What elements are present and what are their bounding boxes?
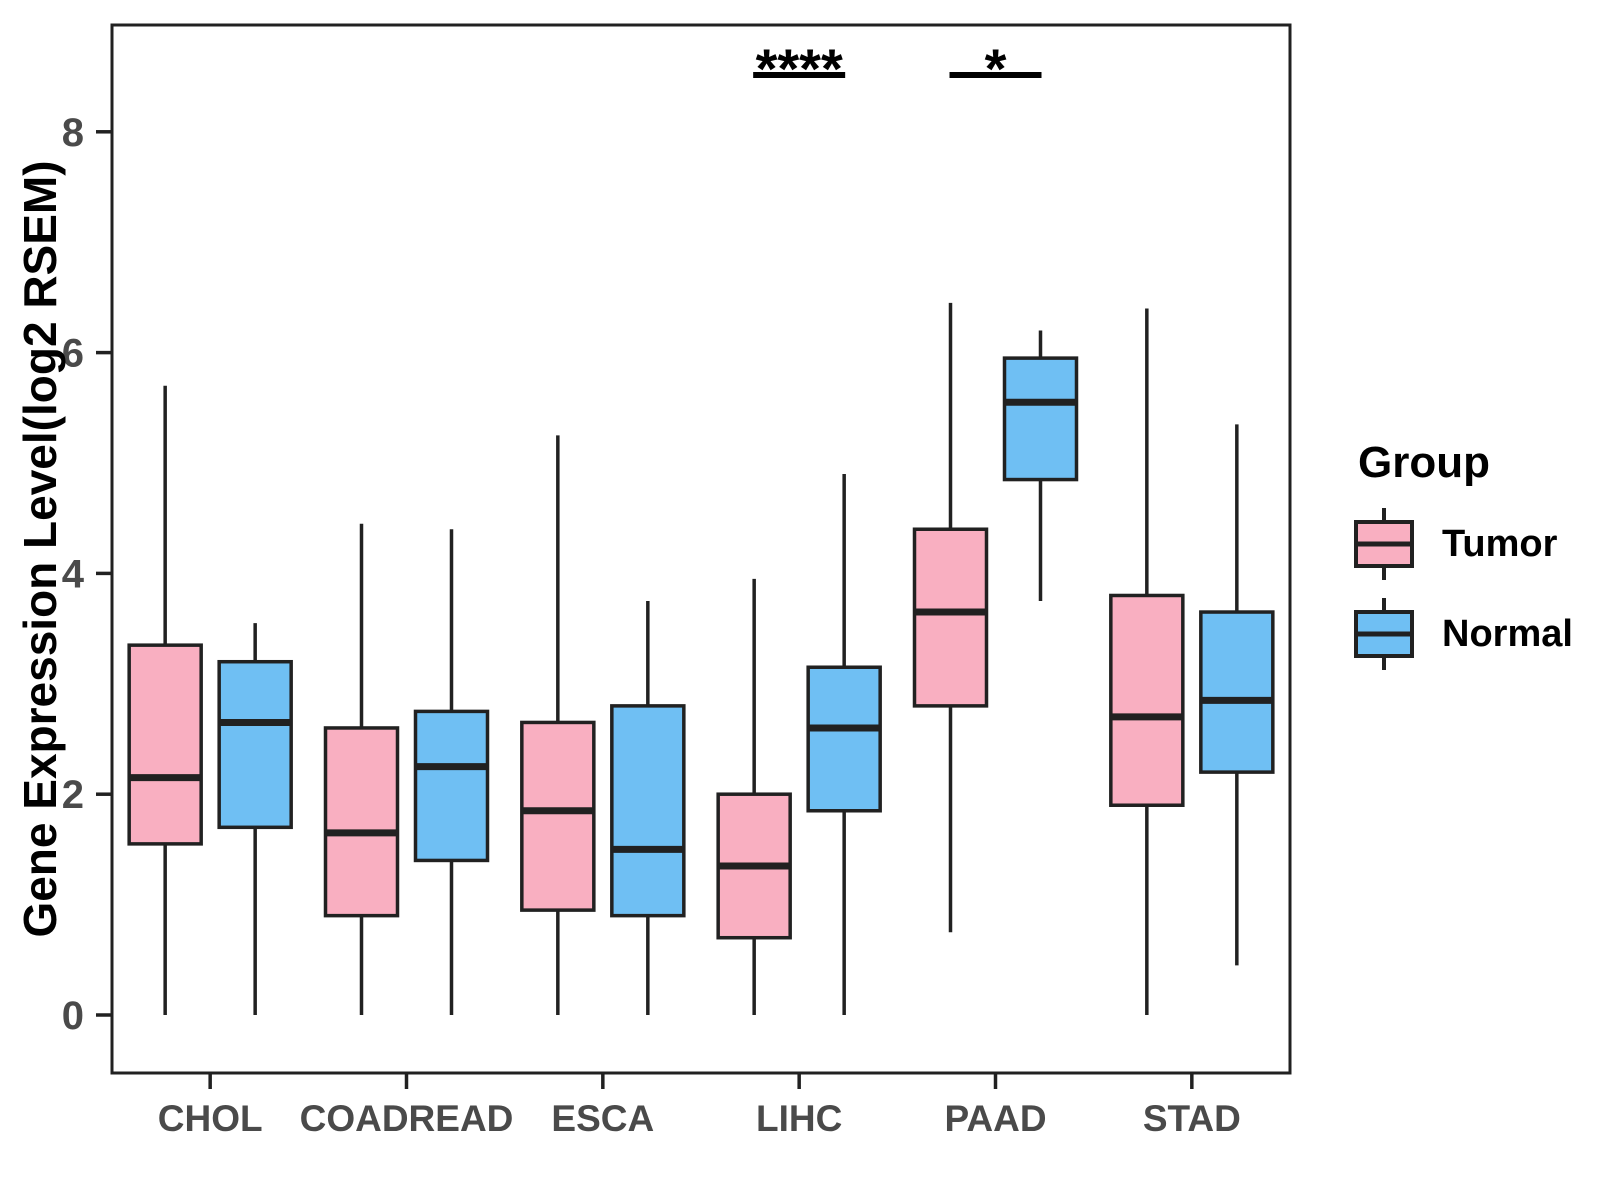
box-tumor-chol [127, 643, 203, 846]
sig-label-lihc: **** [756, 37, 843, 100]
panel-border [110, 23, 1292, 1075]
x-tick-label-esca: ESCA [551, 1098, 654, 1139]
box-normal-coadread [413, 709, 490, 863]
box-normal-chol [217, 659, 293, 830]
box-tumor-coadread [323, 726, 400, 918]
y-tick-label: 8 [62, 111, 84, 155]
box-normal-esca [610, 704, 686, 918]
legend-entry-tumor: Tumor [1352, 506, 1573, 582]
x-tick-label-paad: PAAD [944, 1098, 1046, 1139]
legend-key-tumor-icon [1352, 506, 1416, 582]
y-tick-label: 4 [62, 552, 85, 596]
y-axis-title: Gene Expression Level(log2 RSEM) [14, 160, 66, 938]
box-normal-lihc [806, 665, 882, 813]
legend-title: Group [1358, 438, 1490, 487]
legend: Group Tumor Normal [1352, 438, 1573, 686]
y-tick-label: 6 [62, 332, 84, 376]
legend-label-normal: Normal [1442, 612, 1573, 655]
sig-label-paad: * [985, 37, 1007, 100]
legend-entries: Tumor Normal [1352, 506, 1573, 672]
box-normal-stad [1199, 610, 1275, 774]
x-tick-label-stad: STAD [1143, 1098, 1241, 1139]
legend-label-tumor: Tumor [1442, 522, 1558, 565]
y-tick-label: 2 [62, 773, 84, 817]
y-tick-label: 0 [62, 994, 84, 1038]
boxplot-glyph-icon [1354, 598, 1414, 670]
boxplot-glyph-icon [1354, 508, 1414, 580]
legend-key-normal-icon [1352, 596, 1416, 672]
x-tick-label-lihc: LIHC [756, 1098, 842, 1139]
x-tick-label-coadread: COADREAD [300, 1098, 514, 1139]
box-tumor-stad [1109, 593, 1185, 807]
box-tumor-esca [520, 720, 596, 912]
legend-entry-normal: Normal [1352, 596, 1573, 672]
box-tumor-paad [912, 527, 989, 708]
x-tick-label-chol: CHOL [158, 1098, 263, 1139]
box-normal-paad [1002, 356, 1079, 482]
